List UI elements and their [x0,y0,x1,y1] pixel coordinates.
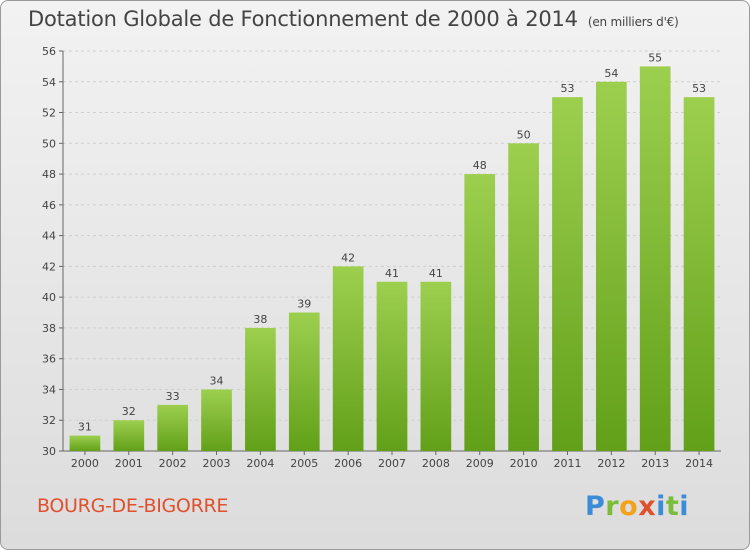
y-tick-label: 44 [42,230,56,243]
y-tick-label: 32 [42,414,56,427]
data-label-2005: 39 [297,298,311,311]
data-labels: 31 32 33 34 38 39 42 41 41 48 50 53 54 55 53 [78,51,706,433]
y-tick-labels: 30 32 34 36 38 40 42 44 46 48 50 52 54 56 [42,45,56,458]
data-label-2001: 32 [122,405,136,418]
x-tick-label-2006: 2006 [334,457,362,470]
x-tick-label-2007: 2007 [378,457,406,470]
data-label-2007: 41 [385,267,399,280]
chart-title-line: Dotation Globale de Fonctionnement de 20… [28,7,679,31]
bar-2013 [639,66,671,451]
bar-2003 [201,389,232,451]
y-tick-label: 38 [42,322,56,335]
data-label-2006: 42 [341,251,355,264]
y-tick-label: 48 [42,168,56,181]
y-tick-label: 46 [42,199,56,212]
y-tick-label: 36 [42,353,56,366]
data-label-2012: 54 [604,67,618,80]
bar-2010 [508,143,539,452]
x-tick-label-2010: 2010 [510,457,538,470]
bar-2014 [683,97,715,452]
x-tick-label-2004: 2004 [246,457,274,470]
y-tick-label: 40 [42,291,56,304]
bar-2009 [464,174,496,452]
bar-2001 [113,420,145,451]
data-label-2013: 55 [648,51,662,64]
y-tick-label: 52 [42,107,56,120]
x-tick-label-2003: 2003 [203,457,231,470]
x-tick-label-2001: 2001 [115,457,143,470]
bar-2002 [157,404,189,451]
proxiti-logo: Proxiti [585,491,690,522]
data-label-2014: 53 [692,82,706,95]
x-tick-label-2008: 2008 [422,457,450,470]
bar-2004 [245,327,276,451]
bar-2011 [552,97,583,452]
bar-2012 [595,81,627,452]
chart-title: Dotation Globale de Fonctionnement de 20… [28,7,578,31]
y-tick-label: 54 [42,76,56,89]
y-tick-label: 34 [42,383,56,396]
bars [69,66,715,452]
y-tick-label: 42 [42,260,56,273]
data-label-2000: 31 [78,421,92,434]
bar-2008 [420,281,452,451]
bar-2000 [69,435,101,451]
x-tick-label-2009: 2009 [466,457,494,470]
x-tick-labels: 2000 2001 2002 2003 2004 2005 2006 2007 2008 2009… [71,457,713,470]
bar-2005 [288,312,320,451]
y-tick-label: 56 [42,45,56,58]
data-label-2004: 38 [253,313,267,326]
data-label-2010: 50 [517,128,531,141]
data-label-2002: 33 [166,390,180,403]
x-tick-label-2011: 2011 [553,457,581,470]
city-name: BOURG-DE-BIGORRE [37,495,229,517]
bar-2006 [332,266,364,451]
data-label-2003: 34 [210,374,224,387]
chart-subtitle: (en milliers d'€) [587,15,679,29]
bar-2007 [376,281,408,451]
data-label-2009: 48 [473,159,487,172]
x-tick-label-2002: 2002 [159,457,187,470]
x-tick-label-2013: 2013 [641,457,669,470]
x-tick-label-2005: 2005 [290,457,318,470]
x-tick-label-2000: 2000 [71,457,99,470]
y-tick-label: 50 [42,137,56,150]
data-label-2011: 53 [560,82,574,95]
x-tick-label-2012: 2012 [597,457,625,470]
data-label-2008: 41 [429,267,443,280]
y-tick-label: 30 [42,445,56,458]
x-tick-label-2014: 2014 [685,457,713,470]
